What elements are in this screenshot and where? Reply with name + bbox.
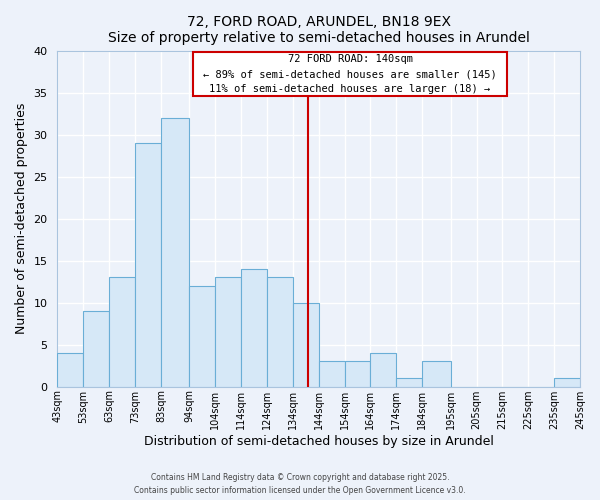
Title: 72, FORD ROAD, ARUNDEL, BN18 9EX
Size of property relative to semi-detached hous: 72, FORD ROAD, ARUNDEL, BN18 9EX Size of… <box>108 15 530 45</box>
Text: 72 FORD ROAD: 140sqm
← 89% of semi-detached houses are smaller (145)
11% of semi: 72 FORD ROAD: 140sqm ← 89% of semi-detac… <box>203 54 497 94</box>
Bar <box>397 378 422 386</box>
Bar <box>215 278 241 386</box>
Y-axis label: Number of semi-detached properties: Number of semi-detached properties <box>15 103 28 334</box>
Bar <box>83 311 109 386</box>
Bar <box>135 143 161 386</box>
Text: Contains HM Land Registry data © Crown copyright and database right 2025.
Contai: Contains HM Land Registry data © Crown c… <box>134 474 466 495</box>
Bar <box>344 362 370 386</box>
Bar <box>109 278 135 386</box>
Bar <box>190 286 215 386</box>
Bar <box>293 302 319 386</box>
Bar <box>554 378 580 386</box>
Bar <box>161 118 190 386</box>
FancyBboxPatch shape <box>193 52 507 96</box>
Bar <box>241 269 267 386</box>
Bar <box>422 362 451 386</box>
Bar <box>370 353 397 386</box>
Bar <box>58 353 83 386</box>
X-axis label: Distribution of semi-detached houses by size in Arundel: Distribution of semi-detached houses by … <box>144 434 494 448</box>
Bar <box>319 362 344 386</box>
Bar <box>267 278 293 386</box>
